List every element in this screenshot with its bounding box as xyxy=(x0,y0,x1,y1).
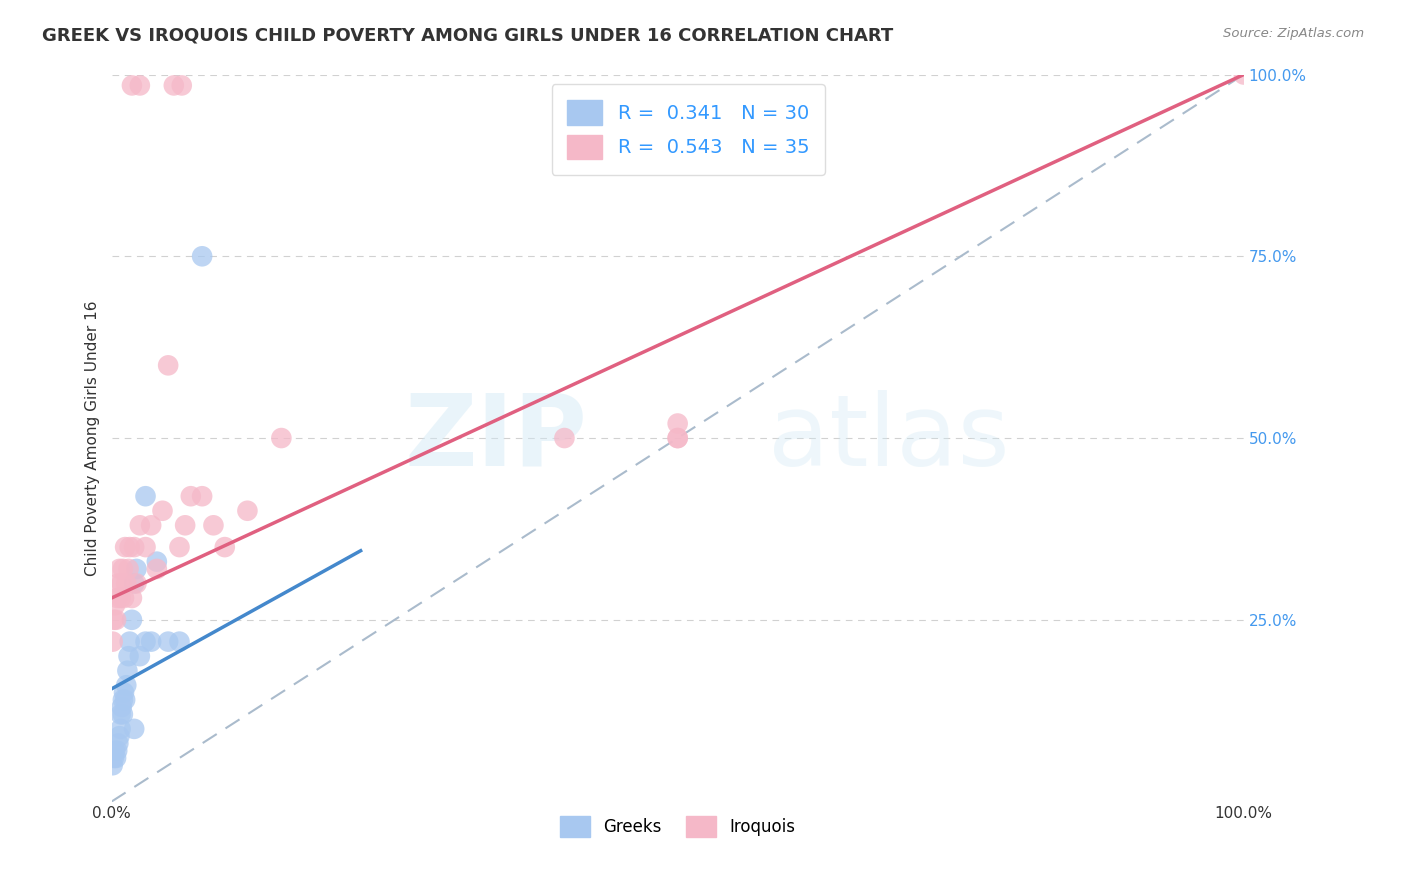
Point xyxy=(128,78,150,93)
Point xyxy=(108,729,131,743)
Point xyxy=(118,634,141,648)
Point xyxy=(146,562,169,576)
Point xyxy=(112,685,135,699)
Point xyxy=(157,359,180,373)
Point xyxy=(180,489,202,503)
Point xyxy=(666,431,689,445)
Point xyxy=(117,664,139,678)
Point xyxy=(111,693,134,707)
Point xyxy=(128,518,150,533)
Point xyxy=(110,707,132,722)
Point xyxy=(1233,68,1256,82)
Y-axis label: Child Poverty Among Girls Under 16: Child Poverty Among Girls Under 16 xyxy=(86,301,100,576)
Point xyxy=(117,562,139,576)
Point xyxy=(666,417,689,431)
Point xyxy=(104,599,127,613)
Point xyxy=(114,693,136,707)
Point xyxy=(270,431,292,445)
Point xyxy=(105,613,128,627)
Point xyxy=(191,489,214,503)
Point xyxy=(107,576,129,591)
Point xyxy=(121,613,143,627)
Point xyxy=(202,518,225,533)
Point xyxy=(128,649,150,664)
Text: atlas: atlas xyxy=(768,390,1010,486)
Point xyxy=(141,634,163,648)
Point xyxy=(105,591,128,605)
Point xyxy=(111,700,134,714)
Point xyxy=(157,634,180,648)
Point xyxy=(115,576,138,591)
Point xyxy=(111,562,134,576)
Point xyxy=(134,489,156,503)
Point xyxy=(553,431,575,445)
Point xyxy=(163,78,186,93)
Point xyxy=(101,634,124,648)
Point xyxy=(141,518,163,533)
Point xyxy=(236,504,259,518)
Point xyxy=(103,613,125,627)
Point xyxy=(105,744,128,758)
Point xyxy=(214,540,236,554)
Point xyxy=(118,540,141,554)
Point xyxy=(103,751,125,765)
Point xyxy=(134,634,156,648)
Legend: Greeks, Iroquois: Greeks, Iroquois xyxy=(553,809,803,844)
Point xyxy=(169,540,191,554)
Point xyxy=(666,431,689,445)
Point xyxy=(122,540,145,554)
Point xyxy=(104,744,127,758)
Point xyxy=(174,518,197,533)
Point xyxy=(170,78,193,93)
Point xyxy=(117,649,139,664)
Point xyxy=(111,707,134,722)
Point xyxy=(108,562,131,576)
Point xyxy=(125,576,148,591)
Text: Source: ZipAtlas.com: Source: ZipAtlas.com xyxy=(1223,27,1364,40)
Point xyxy=(122,576,145,591)
Point xyxy=(169,634,191,648)
Point xyxy=(146,555,169,569)
Point xyxy=(122,722,145,736)
Point xyxy=(112,591,135,605)
Point xyxy=(105,751,128,765)
Point xyxy=(110,722,132,736)
Point xyxy=(110,591,132,605)
Point xyxy=(107,736,129,750)
Point xyxy=(115,678,138,692)
Point xyxy=(121,78,143,93)
Point xyxy=(134,540,156,554)
Point xyxy=(101,758,124,772)
Point xyxy=(111,576,134,591)
Text: GREEK VS IROQUOIS CHILD POVERTY AMONG GIRLS UNDER 16 CORRELATION CHART: GREEK VS IROQUOIS CHILD POVERTY AMONG GI… xyxy=(42,27,893,45)
Point xyxy=(191,249,214,263)
Point xyxy=(114,540,136,554)
Text: ZIP: ZIP xyxy=(404,390,588,486)
Point xyxy=(125,562,148,576)
Point xyxy=(152,504,174,518)
Point xyxy=(121,591,143,605)
